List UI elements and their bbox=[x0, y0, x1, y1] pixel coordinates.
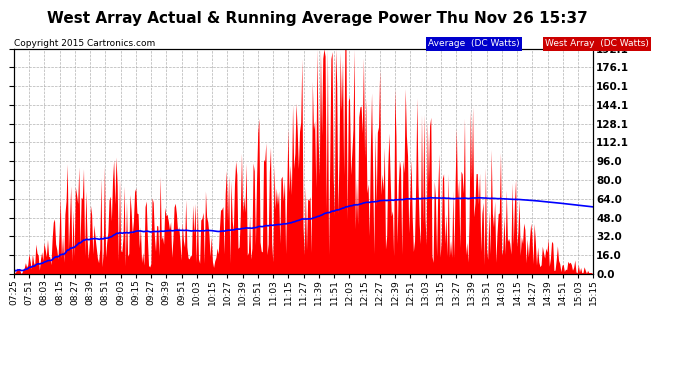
Text: Copyright 2015 Cartronics.com: Copyright 2015 Cartronics.com bbox=[14, 39, 155, 48]
Text: Average  (DC Watts): Average (DC Watts) bbox=[428, 39, 520, 48]
Text: West Array  (DC Watts): West Array (DC Watts) bbox=[545, 39, 649, 48]
Text: West Array Actual & Running Average Power Thu Nov 26 15:37: West Array Actual & Running Average Powe… bbox=[47, 11, 588, 26]
